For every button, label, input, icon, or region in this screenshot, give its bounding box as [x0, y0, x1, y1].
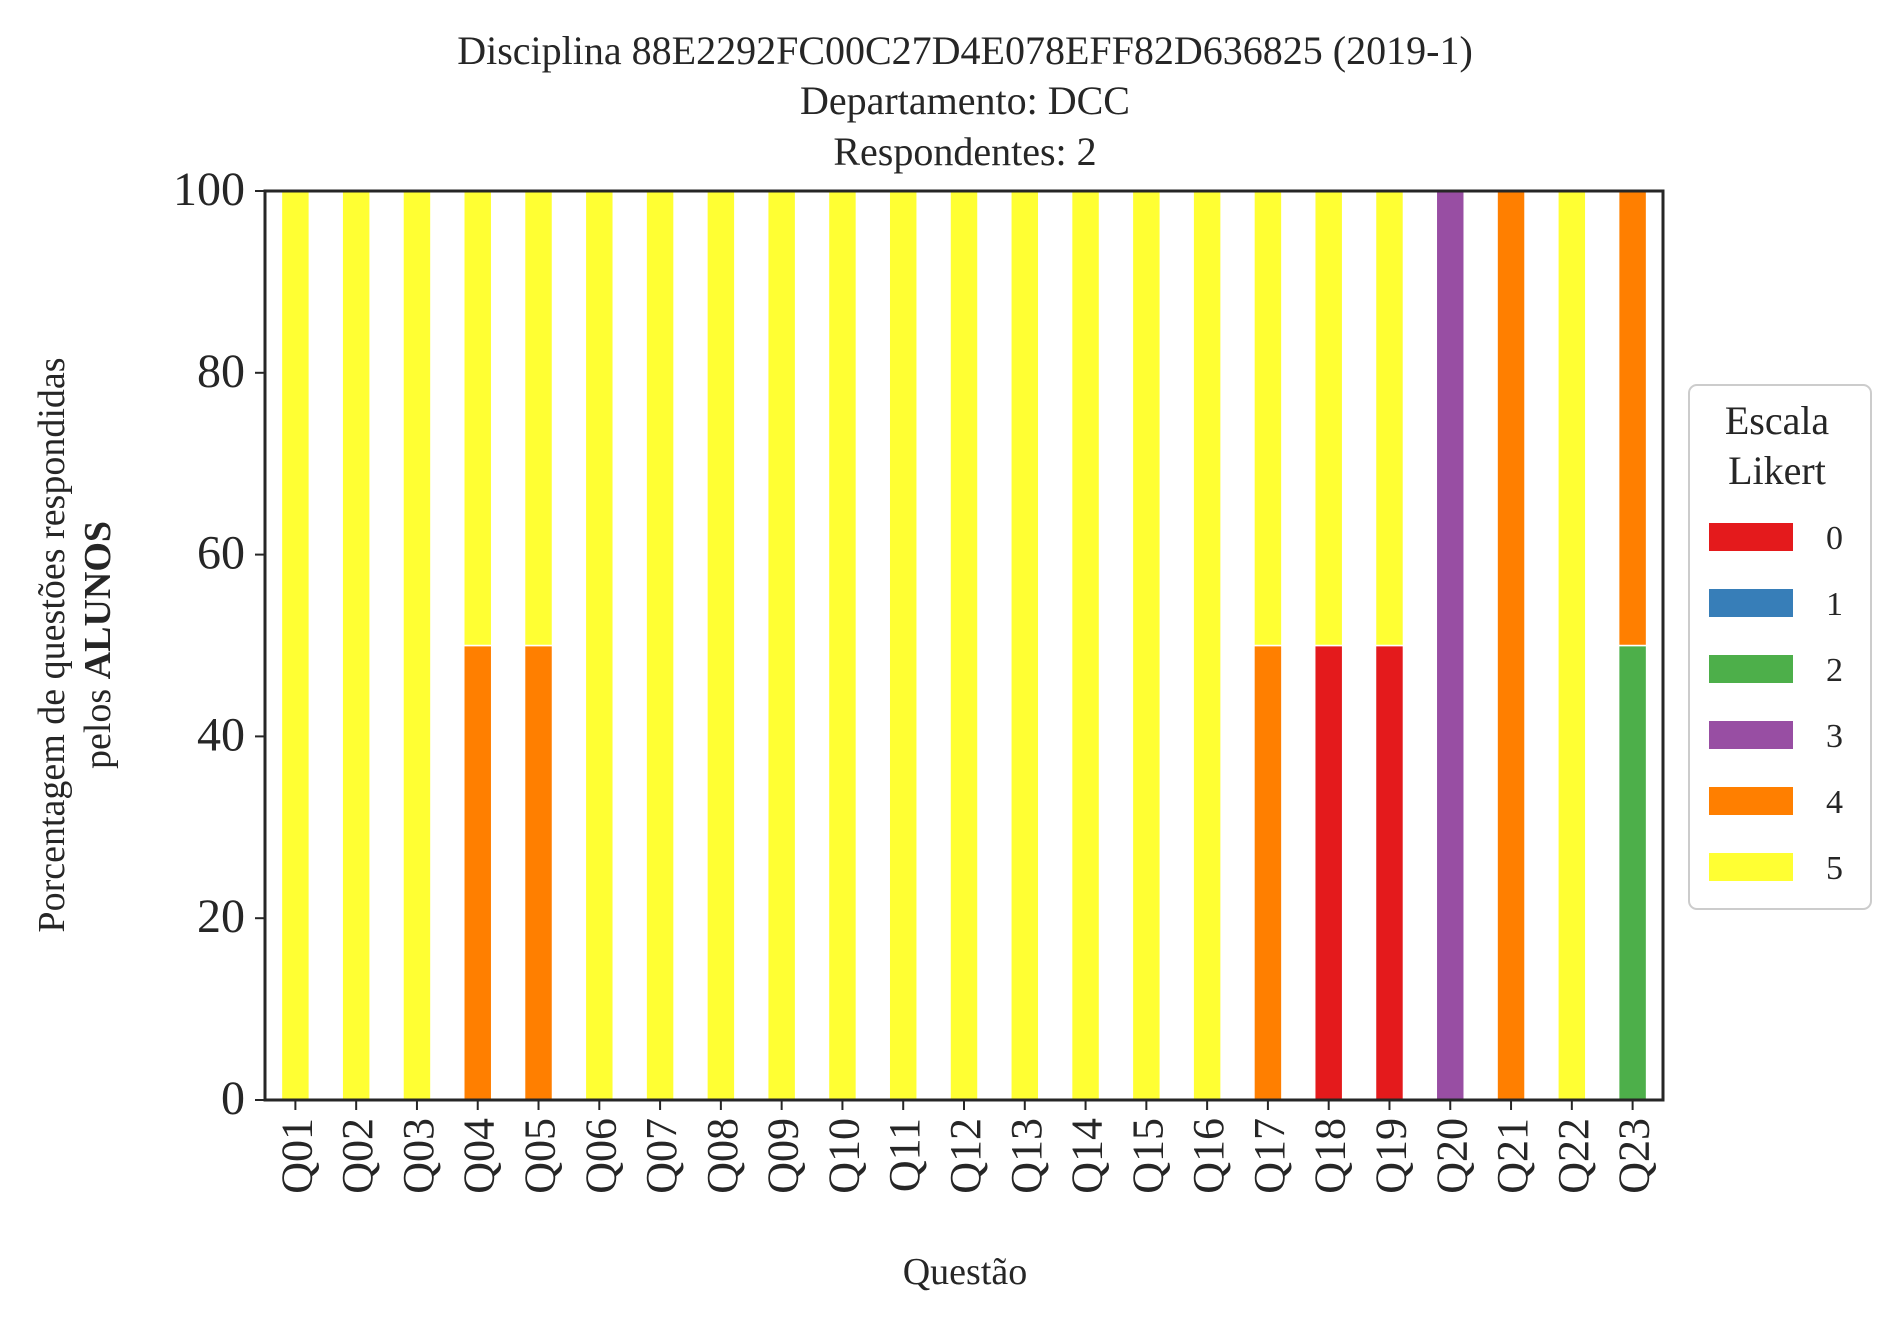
legend-label-0: 0 [1826, 520, 1843, 557]
bar-Q22-scale-5 [1557, 190, 1587, 1101]
x-axis-ticks: Q01 Q02 Q03 Q04 Q05 Q06 Q07 Q08 Q09 Q10 Q11 Q12 Q13 Q… [272, 1100, 1659, 1194]
x-tick-label: Q16 [1184, 1118, 1233, 1194]
y-axis-label-line-2: pelos ALUNOS [77, 521, 119, 769]
legend-swatch-4 [1709, 787, 1793, 815]
bar-Q05-scale-5 [523, 190, 554, 647]
legend-label-2: 2 [1826, 652, 1843, 689]
x-tick-label: Q08 [698, 1118, 747, 1194]
bar-Q05-scale-4 [523, 644, 554, 1101]
legend-swatch-3 [1709, 721, 1793, 749]
x-tick-label: Q20 [1427, 1118, 1476, 1194]
x-tick-label: Q06 [576, 1118, 625, 1194]
bar-Q03-scale-5 [402, 190, 432, 1101]
x-tick-label: Q05 [516, 1118, 565, 1194]
y-axis-label-prefix: pelos [77, 679, 119, 769]
bar-Q23-scale-2 [1617, 644, 1648, 1101]
bar-Q21-scale-4 [1496, 190, 1526, 1101]
bar-Q17-scale-5 [1253, 190, 1283, 647]
legend-swatch-2 [1709, 655, 1793, 683]
x-tick-label: Q11 [880, 1118, 929, 1192]
bar-Q06-scale-5 [584, 190, 615, 1101]
bar-Q18-scale-0 [1313, 644, 1344, 1101]
y-tick-label: 20 [197, 890, 245, 943]
bar-Q12-scale-5 [949, 190, 979, 1101]
x-tick-label: Q15 [1123, 1118, 1172, 1194]
y-tick-label: 80 [197, 345, 245, 398]
x-tick-label: Q03 [394, 1118, 443, 1194]
legend-box [1688, 384, 1872, 910]
legend-label-3: 3 [1826, 718, 1843, 755]
bar-Q11-scale-5 [888, 190, 918, 1101]
bar-Q08-scale-5 [706, 190, 736, 1101]
x-tick-label: Q10 [819, 1118, 868, 1194]
bar-Q13-scale-5 [1010, 190, 1040, 1101]
chart-title-line-1: Disciplina 88E2292FC00C27D4E078EFF82D636… [457, 28, 1473, 73]
x-tick-label: Q02 [333, 1118, 382, 1194]
y-tick-label: 100 [173, 163, 245, 216]
y-axis-label-bold: ALUNOS [77, 521, 119, 679]
bar-Q18-scale-5 [1313, 190, 1344, 647]
legend-items: 0 1 2 3 4 5 [1709, 520, 1843, 887]
bar-Q10-scale-5 [827, 190, 858, 1101]
chart-title-line-3: Respondentes: 2 [833, 129, 1096, 174]
bar-Q02-scale-5 [341, 190, 371, 1101]
bar-Q04-scale-4 [463, 644, 493, 1101]
bars-layer [280, 190, 1648, 1101]
legend-label-5: 5 [1826, 850, 1843, 887]
x-tick-label: Q23 [1610, 1118, 1659, 1194]
x-tick-label: Q12 [941, 1118, 990, 1194]
x-tick-label: Q22 [1549, 1118, 1598, 1194]
x-tick-label: Q14 [1063, 1118, 1112, 1194]
bar-Q09-scale-5 [766, 190, 797, 1101]
bar-Q15-scale-5 [1131, 190, 1162, 1101]
bar-Q16-scale-5 [1192, 190, 1222, 1101]
x-tick-label: Q13 [1002, 1118, 1051, 1194]
legend: Escala Likert 0 1 2 3 4 5 [1688, 384, 1872, 910]
y-axis-ticks: 0 20 40 60 80 100 [173, 163, 265, 1125]
bar-Q07-scale-5 [645, 190, 675, 1101]
bar-Q01-scale-5 [280, 190, 311, 1101]
legend-label-4: 4 [1826, 784, 1843, 821]
legend-label-1: 1 [1826, 586, 1843, 623]
bar-Q23-scale-4 [1617, 190, 1648, 647]
bar-Q20-scale-3 [1435, 190, 1465, 1101]
x-tick-label: Q18 [1306, 1118, 1355, 1194]
bar-Q19-scale-5 [1374, 190, 1405, 647]
x-tick-label: Q17 [1245, 1118, 1294, 1194]
x-axis-label: Questão [903, 1251, 1028, 1293]
x-tick-label: Q04 [455, 1118, 504, 1194]
x-tick-label: Q19 [1366, 1118, 1415, 1194]
x-tick-label: Q01 [272, 1118, 321, 1194]
bar-Q14-scale-5 [1070, 190, 1101, 1101]
bar-Q17-scale-4 [1253, 644, 1283, 1101]
legend-swatch-0 [1709, 523, 1793, 551]
legend-swatch-1 [1709, 589, 1793, 617]
x-tick-label: Q07 [637, 1118, 686, 1194]
x-tick-label: Q21 [1488, 1118, 1537, 1194]
y-tick-label: 0 [221, 1072, 245, 1125]
bar-Q19-scale-0 [1374, 644, 1405, 1101]
y-tick-label: 40 [197, 708, 245, 761]
legend-swatch-5 [1709, 853, 1793, 881]
bar-Q04-scale-5 [463, 190, 493, 647]
x-tick-label: Q09 [759, 1118, 808, 1194]
legend-title-line-2: Likert [1728, 448, 1826, 493]
y-axis-label-line-1: Porcentagem de questões respondidas [31, 357, 73, 932]
y-tick-label: 60 [197, 527, 245, 580]
legend-title-line-1: Escala [1725, 398, 1830, 443]
chart-title-line-2: Departamento: DCC [800, 78, 1130, 123]
